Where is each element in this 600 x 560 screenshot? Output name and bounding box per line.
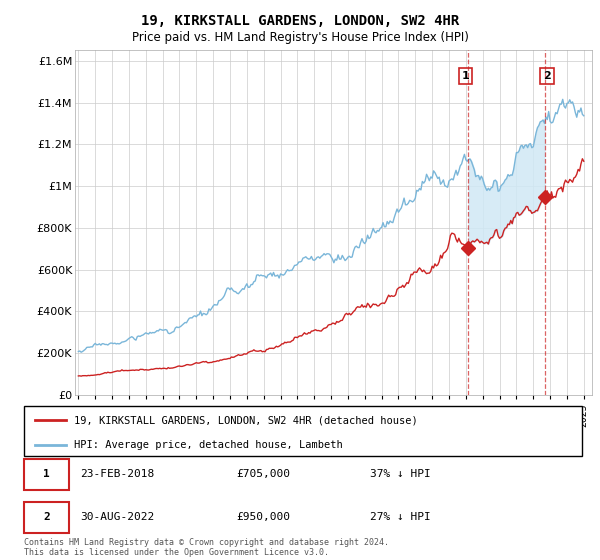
Text: 19, KIRKSTALL GARDENS, LONDON, SW2 4HR (detached house): 19, KIRKSTALL GARDENS, LONDON, SW2 4HR (… [74, 415, 418, 425]
Text: 2: 2 [543, 71, 551, 81]
Text: 37% ↓ HPI: 37% ↓ HPI [370, 469, 431, 479]
Text: HPI: Average price, detached house, Lambeth: HPI: Average price, detached house, Lamb… [74, 440, 343, 450]
FancyBboxPatch shape [24, 459, 68, 489]
Text: 19, KIRKSTALL GARDENS, LONDON, SW2 4HR: 19, KIRKSTALL GARDENS, LONDON, SW2 4HR [141, 14, 459, 28]
Text: 2: 2 [43, 512, 50, 522]
Text: Price paid vs. HM Land Registry's House Price Index (HPI): Price paid vs. HM Land Registry's House … [131, 31, 469, 44]
Text: £705,000: £705,000 [236, 469, 290, 479]
FancyBboxPatch shape [24, 502, 68, 533]
Text: 1: 1 [461, 71, 469, 81]
Text: 30-AUG-2022: 30-AUG-2022 [80, 512, 154, 522]
Text: 23-FEB-2018: 23-FEB-2018 [80, 469, 154, 479]
Text: 27% ↓ HPI: 27% ↓ HPI [370, 512, 431, 522]
Text: Contains HM Land Registry data © Crown copyright and database right 2024.
This d: Contains HM Land Registry data © Crown c… [24, 538, 389, 557]
Text: 1: 1 [43, 469, 50, 479]
Text: £950,000: £950,000 [236, 512, 290, 522]
